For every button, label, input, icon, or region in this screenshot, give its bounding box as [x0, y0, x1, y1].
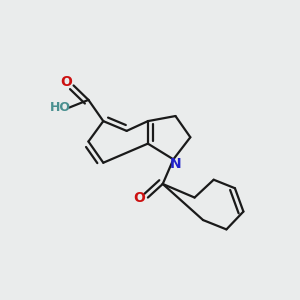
Text: HO: HO: [50, 101, 70, 114]
Text: N: N: [170, 158, 181, 171]
Text: O: O: [134, 190, 145, 205]
Text: O: O: [60, 75, 72, 89]
